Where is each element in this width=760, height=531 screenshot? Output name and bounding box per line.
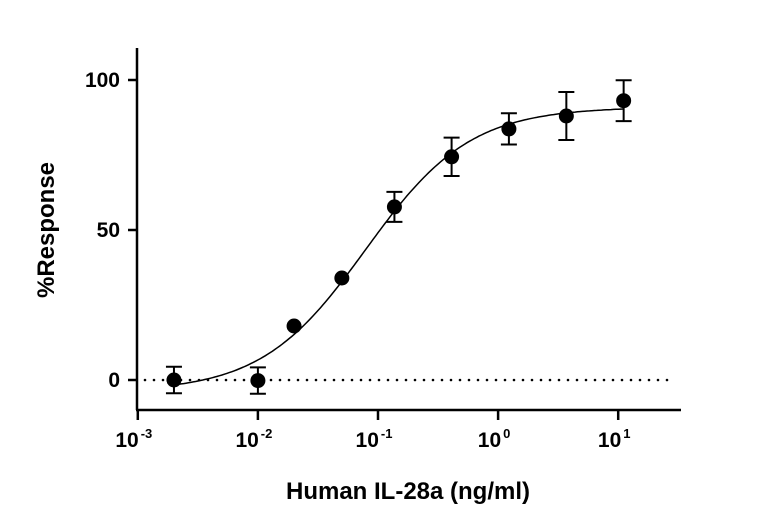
data-point bbox=[558, 108, 574, 124]
data-point bbox=[386, 199, 402, 215]
x-axis-title: Human IL-28a (ng/ml) bbox=[286, 478, 530, 505]
data-point bbox=[286, 318, 302, 334]
x-tick-label: 10 -3 bbox=[115, 426, 152, 452]
data-point bbox=[250, 373, 266, 389]
x-tick-label: 10 -2 bbox=[235, 426, 272, 452]
x-tick-label: 10 -1 bbox=[356, 426, 393, 452]
data-point bbox=[501, 121, 517, 137]
data-point bbox=[444, 149, 460, 165]
x-tick-base: 10 bbox=[478, 429, 501, 452]
y-tick-label: 50 bbox=[97, 219, 120, 242]
x-tick-label: 10 1 bbox=[598, 426, 631, 452]
data-point bbox=[166, 372, 182, 388]
x-tick-exponent: -3 bbox=[141, 426, 153, 441]
plot-area bbox=[143, 79, 674, 395]
x-tick-base: 10 bbox=[598, 429, 621, 452]
x-tick-exponent: -2 bbox=[261, 426, 273, 441]
y-axis-title: %Response bbox=[33, 162, 60, 298]
x-tick-base: 10 bbox=[356, 429, 379, 452]
data-point bbox=[334, 270, 350, 286]
x-tick-exponent: 0 bbox=[503, 426, 510, 441]
y-tick-label: 100 bbox=[85, 69, 120, 92]
fit-curve bbox=[173, 108, 624, 386]
x-tick-exponent: -1 bbox=[381, 426, 393, 441]
x-tick-base: 10 bbox=[235, 429, 258, 452]
y-tick-label: 0 bbox=[108, 369, 120, 392]
data-point bbox=[616, 93, 632, 109]
x-tick-label: 10 0 bbox=[478, 426, 511, 452]
x-tick-base: 10 bbox=[115, 429, 138, 452]
x-tick-exponent: 1 bbox=[623, 426, 630, 441]
